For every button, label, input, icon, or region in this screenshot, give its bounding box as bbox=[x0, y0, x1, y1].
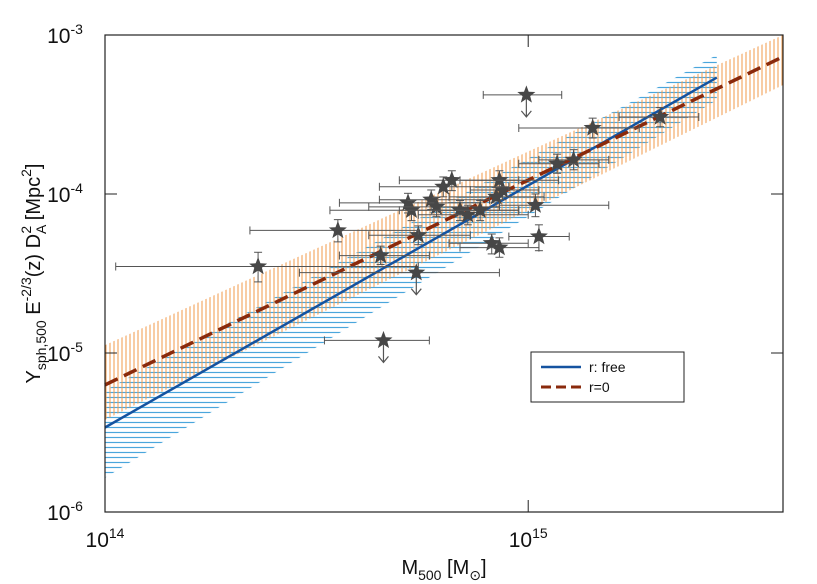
plot-frame bbox=[104, 34, 784, 513]
data-point bbox=[548, 154, 567, 172]
data-point bbox=[374, 330, 393, 349]
fit-line bbox=[104, 76, 718, 429]
data-point bbox=[402, 200, 421, 218]
tick-label: 10-5 bbox=[47, 339, 83, 366]
data-point bbox=[490, 238, 509, 256]
data-point bbox=[493, 180, 512, 198]
tick-label: 1014 bbox=[86, 525, 125, 552]
data-point bbox=[482, 233, 501, 251]
y-axis-label: Ysph,500 E-2/3(z) DA2 [Mpc2] bbox=[18, 164, 49, 384]
data-point bbox=[526, 195, 545, 213]
legend-label: r=0 bbox=[589, 379, 610, 395]
confidence-band bbox=[105, 35, 783, 420]
tick-label: 10-6 bbox=[47, 498, 83, 525]
data-point bbox=[471, 200, 490, 218]
data-point bbox=[399, 193, 418, 211]
data-point bbox=[490, 170, 509, 188]
data-point bbox=[451, 200, 469, 218]
tick-label: 1015 bbox=[509, 525, 548, 552]
data-point bbox=[651, 107, 670, 125]
data-point bbox=[434, 177, 453, 195]
data-point bbox=[249, 257, 268, 275]
tick-label: 10-4 bbox=[47, 180, 83, 207]
legend-box bbox=[530, 351, 685, 403]
data-point bbox=[328, 220, 347, 239]
data-point bbox=[517, 85, 536, 103]
data-point bbox=[564, 150, 583, 168]
data-point bbox=[427, 197, 446, 215]
x-axis-label: M500 [M⊙] bbox=[401, 557, 486, 583]
data-point bbox=[407, 263, 426, 281]
data-point bbox=[529, 227, 548, 245]
data-point bbox=[583, 118, 602, 136]
data-point bbox=[487, 187, 506, 205]
data-point bbox=[422, 190, 441, 208]
data-point bbox=[442, 170, 461, 188]
data-point bbox=[458, 205, 477, 223]
legend-label: r: free bbox=[589, 359, 626, 375]
data-point bbox=[371, 246, 390, 264]
tick-label: 10-3 bbox=[47, 21, 83, 48]
